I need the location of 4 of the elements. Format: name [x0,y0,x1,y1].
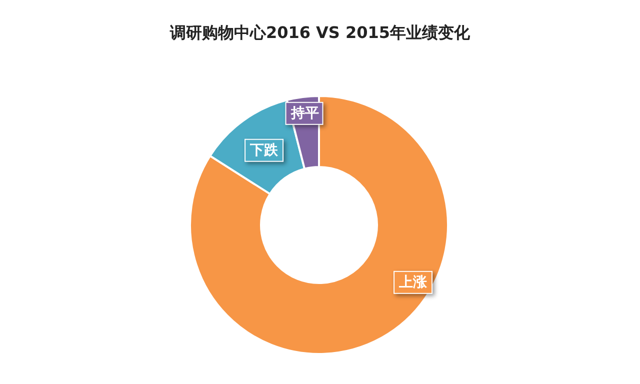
slice-label: 上涨 [398,274,428,290]
slice-label: 下跌 [249,142,280,158]
slice-label: 持平 [290,105,319,122]
chart-title: 调研购物中心2016 VS 2015年业绩变化 [168,23,472,42]
